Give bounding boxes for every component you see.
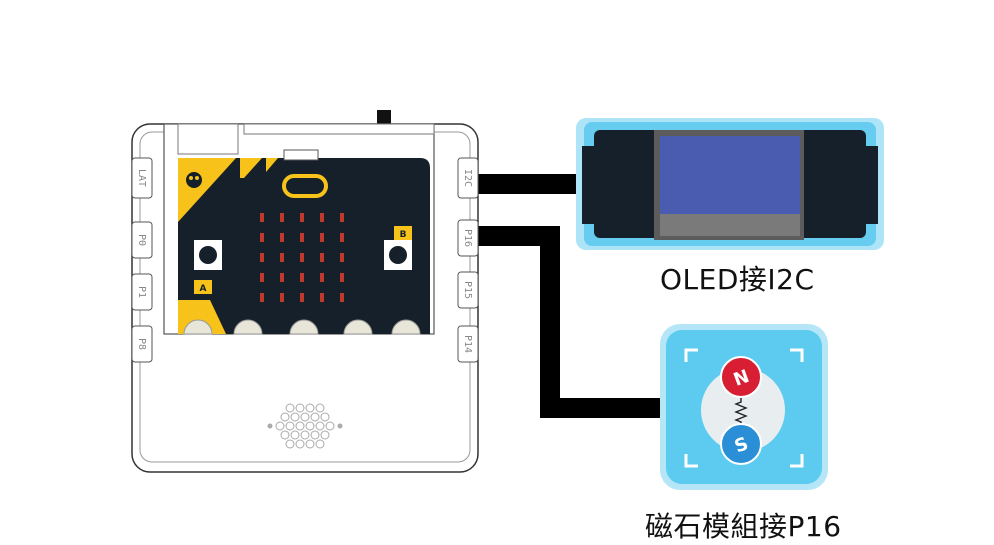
led xyxy=(260,273,264,282)
button-a: A xyxy=(194,240,222,294)
led xyxy=(280,273,284,282)
north-label: N xyxy=(731,366,752,391)
led xyxy=(340,273,344,282)
spring-icon xyxy=(734,398,748,426)
speaker-grille xyxy=(267,403,343,449)
button-a-label: A xyxy=(200,284,207,294)
led xyxy=(320,253,324,262)
magnet-caption: 磁石模組接P16 xyxy=(645,510,842,543)
led xyxy=(300,233,304,242)
led xyxy=(260,293,264,302)
oled-module xyxy=(576,118,884,250)
oled-screen xyxy=(660,136,800,214)
led xyxy=(340,253,344,262)
port-label-p8: P8 xyxy=(136,338,147,350)
port-label-p14: P14 xyxy=(462,335,473,353)
magnet-module: N S xyxy=(660,324,828,490)
led xyxy=(300,293,304,302)
led xyxy=(300,253,304,262)
led xyxy=(320,233,324,242)
owl-logo-icon xyxy=(186,172,202,188)
left-port-tabs: LAT P0 P1 P8 xyxy=(131,157,153,363)
button-b-label: B xyxy=(400,230,407,240)
led xyxy=(280,293,284,302)
led xyxy=(260,233,264,242)
power-switch xyxy=(377,110,391,126)
north-pole: N xyxy=(720,356,762,398)
p16-cable xyxy=(478,226,670,418)
led xyxy=(320,273,324,282)
led-matrix xyxy=(260,213,344,302)
edge-connector-pads xyxy=(183,319,421,335)
led xyxy=(340,213,344,222)
microbit: A B xyxy=(178,149,430,335)
right-port-tabs: I2C P16 P15 P14 xyxy=(457,157,479,363)
button-b: B xyxy=(384,226,412,270)
port-label-p16: P16 xyxy=(462,229,473,247)
south-pole: S xyxy=(720,423,762,465)
touch-logo-icon xyxy=(282,174,328,198)
port-label-lat: LAT xyxy=(136,169,147,187)
led xyxy=(320,213,324,222)
port-label-i2c: I2C xyxy=(462,169,473,187)
port-label-p1: P1 xyxy=(136,286,147,298)
led xyxy=(300,273,304,282)
port-label-p15: P15 xyxy=(462,281,473,299)
led xyxy=(260,253,264,262)
port-label-p0: P0 xyxy=(136,234,147,246)
led xyxy=(300,213,304,222)
oled-caption: OLED接I2C xyxy=(660,263,815,296)
led xyxy=(340,233,344,242)
led xyxy=(280,213,284,222)
led xyxy=(320,293,324,302)
led xyxy=(260,213,264,222)
led xyxy=(280,253,284,262)
led xyxy=(340,293,344,302)
led xyxy=(280,233,284,242)
